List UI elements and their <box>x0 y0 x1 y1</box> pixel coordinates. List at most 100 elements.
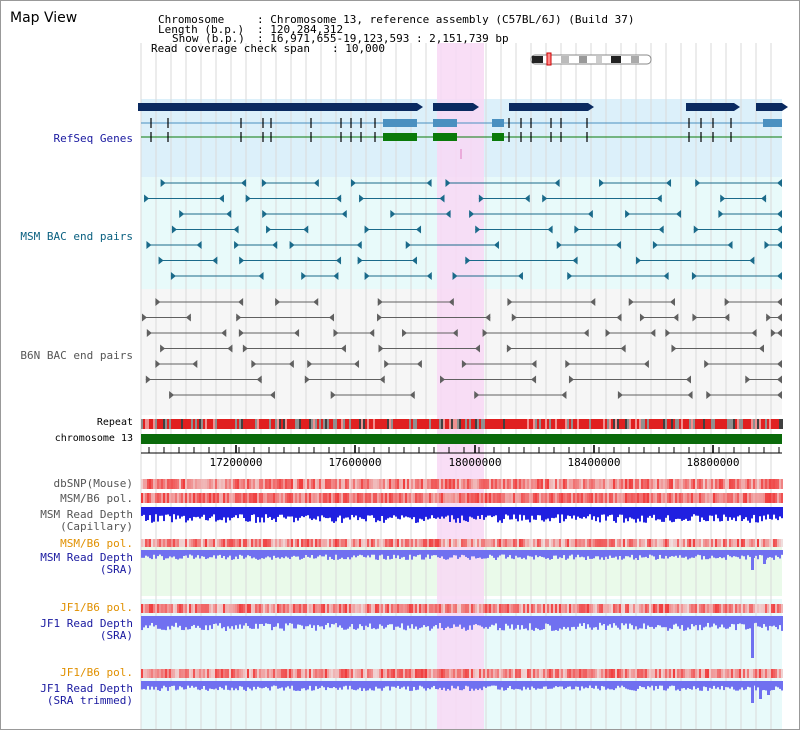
polymorphism-cell <box>445 493 447 503</box>
polymorphism-cell <box>661 479 663 489</box>
polymorphism-cell <box>617 493 619 503</box>
polymorphism-cell <box>531 669 533 678</box>
read-depth-bar <box>513 681 515 690</box>
read-depth-bar <box>425 681 427 691</box>
repeat-segment <box>157 419 159 429</box>
refseq-gene-features[interactable] <box>138 103 788 159</box>
polymorphism-cell <box>239 669 241 678</box>
repeat-segment <box>745 419 747 429</box>
msm-bac-features[interactable] <box>144 179 782 280</box>
polymorphism-cell <box>643 539 645 547</box>
polymorphism-cell <box>435 604 437 613</box>
polymorphism-cell <box>721 479 723 489</box>
read-depth-bar <box>215 616 217 624</box>
jf1-b6-pol-trim-label[interactable]: JF1/B6 pol. <box>60 666 133 679</box>
read-depth-bar <box>695 616 697 626</box>
repeat-segment <box>625 419 627 429</box>
polymorphism-cell <box>251 669 253 678</box>
read-depth-bar <box>675 550 677 556</box>
bac-end-marker <box>724 298 730 306</box>
b6n-bac-label[interactable]: B6N BAC end pairs <box>20 349 133 362</box>
polymorphism-cell <box>173 493 175 503</box>
polymorphism-cell <box>489 604 491 613</box>
read-depth-bar <box>349 616 351 627</box>
polymorphism-cell <box>261 493 263 503</box>
read-depth-bar <box>647 507 649 518</box>
read-depth-bar <box>631 507 633 519</box>
chromosome-ideogram[interactable] <box>530 52 652 66</box>
read-depth-bar <box>265 507 267 515</box>
read-depth-bar <box>399 507 401 520</box>
polymorphism-cell <box>461 604 463 613</box>
repeat-segment <box>751 419 753 429</box>
read-depth-bar <box>651 507 653 518</box>
polymorphism-cell <box>321 669 323 678</box>
polymorphism-cell <box>405 669 407 678</box>
read-depth-bar <box>773 550 775 560</box>
read-depth-bar <box>713 681 715 686</box>
bac-end-marker <box>445 210 451 218</box>
read-depth-bar <box>441 616 443 629</box>
read-depth-bar <box>331 616 333 625</box>
polymorphism-cell <box>709 539 711 547</box>
read-depth-bar <box>683 681 685 689</box>
msm-depth-sra-label[interactable]: MSM Read Depth <box>40 551 133 564</box>
read-depth-bar <box>693 681 695 687</box>
polymorphism-cell <box>397 493 399 503</box>
polymorphism-cell <box>741 604 743 613</box>
repeat-segment <box>267 419 269 429</box>
polymorphism-cell <box>247 493 249 503</box>
polymorphism-cell <box>271 604 273 613</box>
polymorphism-cell <box>185 669 187 678</box>
read-depth-bar <box>309 616 311 625</box>
read-depth-bar <box>727 681 729 688</box>
read-depth-bar <box>399 550 401 560</box>
read-depth-bar <box>735 616 737 631</box>
read-depth-bar <box>737 616 739 625</box>
read-depth-bar <box>717 681 719 688</box>
repeat-segment <box>379 419 381 429</box>
repeat-segment <box>601 419 603 429</box>
jf1-depth-trim-label[interactable]: JF1 Read Depth <box>40 682 133 695</box>
polymorphism-cell <box>761 479 763 489</box>
jf1-b6-pol-label[interactable]: JF1/B6 pol. <box>60 601 133 614</box>
polymorphism-cell <box>737 493 739 503</box>
read-depth-bar <box>325 681 327 691</box>
polymorphism-cell <box>251 479 253 489</box>
polymorphism-cell <box>279 539 281 547</box>
polymorphism-cell <box>759 539 761 547</box>
polymorphism-cell <box>539 669 541 678</box>
polymorphism-cell <box>595 539 597 547</box>
polymorphism-cell <box>531 604 533 613</box>
polymorphism-cell <box>765 493 767 503</box>
refseq-genes-label[interactable]: RefSeq Genes <box>53 132 133 145</box>
polymorphism-cell <box>201 669 203 678</box>
polymorphism-cell <box>335 669 337 678</box>
polymorphism-cell <box>325 479 327 489</box>
msm-b6-pol-sra-label[interactable]: MSM/B6 pol. <box>60 537 133 550</box>
b6n-bac-features[interactable] <box>141 298 782 399</box>
jf1-depth-sra-label[interactable]: JF1 Read Depth <box>40 617 133 630</box>
polymorphism-cell <box>687 604 689 613</box>
polymorphism-cell <box>747 604 749 613</box>
msm-depth-capillary-label[interactable]: MSM Read Depth <box>40 508 133 521</box>
polymorphism-cell <box>711 479 713 489</box>
read-depth-bar <box>195 507 197 518</box>
read-depth-bar <box>581 616 583 626</box>
read-depth-bar <box>433 616 435 627</box>
read-depth-bar <box>305 616 307 627</box>
polymorphism-cell <box>423 669 425 678</box>
msm-b6-pol-label[interactable]: MSM/B6 pol. <box>60 492 133 505</box>
read-depth-bar <box>757 507 759 523</box>
bac-end-marker <box>192 360 198 368</box>
read-depth-bar <box>297 550 299 557</box>
read-depth-bar <box>375 507 377 523</box>
polymorphism-cell <box>611 479 613 489</box>
msm-bac-label[interactable]: MSM BAC end pairs <box>20 230 133 243</box>
polymorphism-cell <box>755 539 757 547</box>
repeat-segment <box>471 419 473 429</box>
read-depth-bar <box>177 507 179 516</box>
polymorphism-cell <box>459 493 461 503</box>
dbsnp-label[interactable]: dbSNP(Mouse) <box>53 477 133 490</box>
repeat-segment <box>163 419 165 429</box>
